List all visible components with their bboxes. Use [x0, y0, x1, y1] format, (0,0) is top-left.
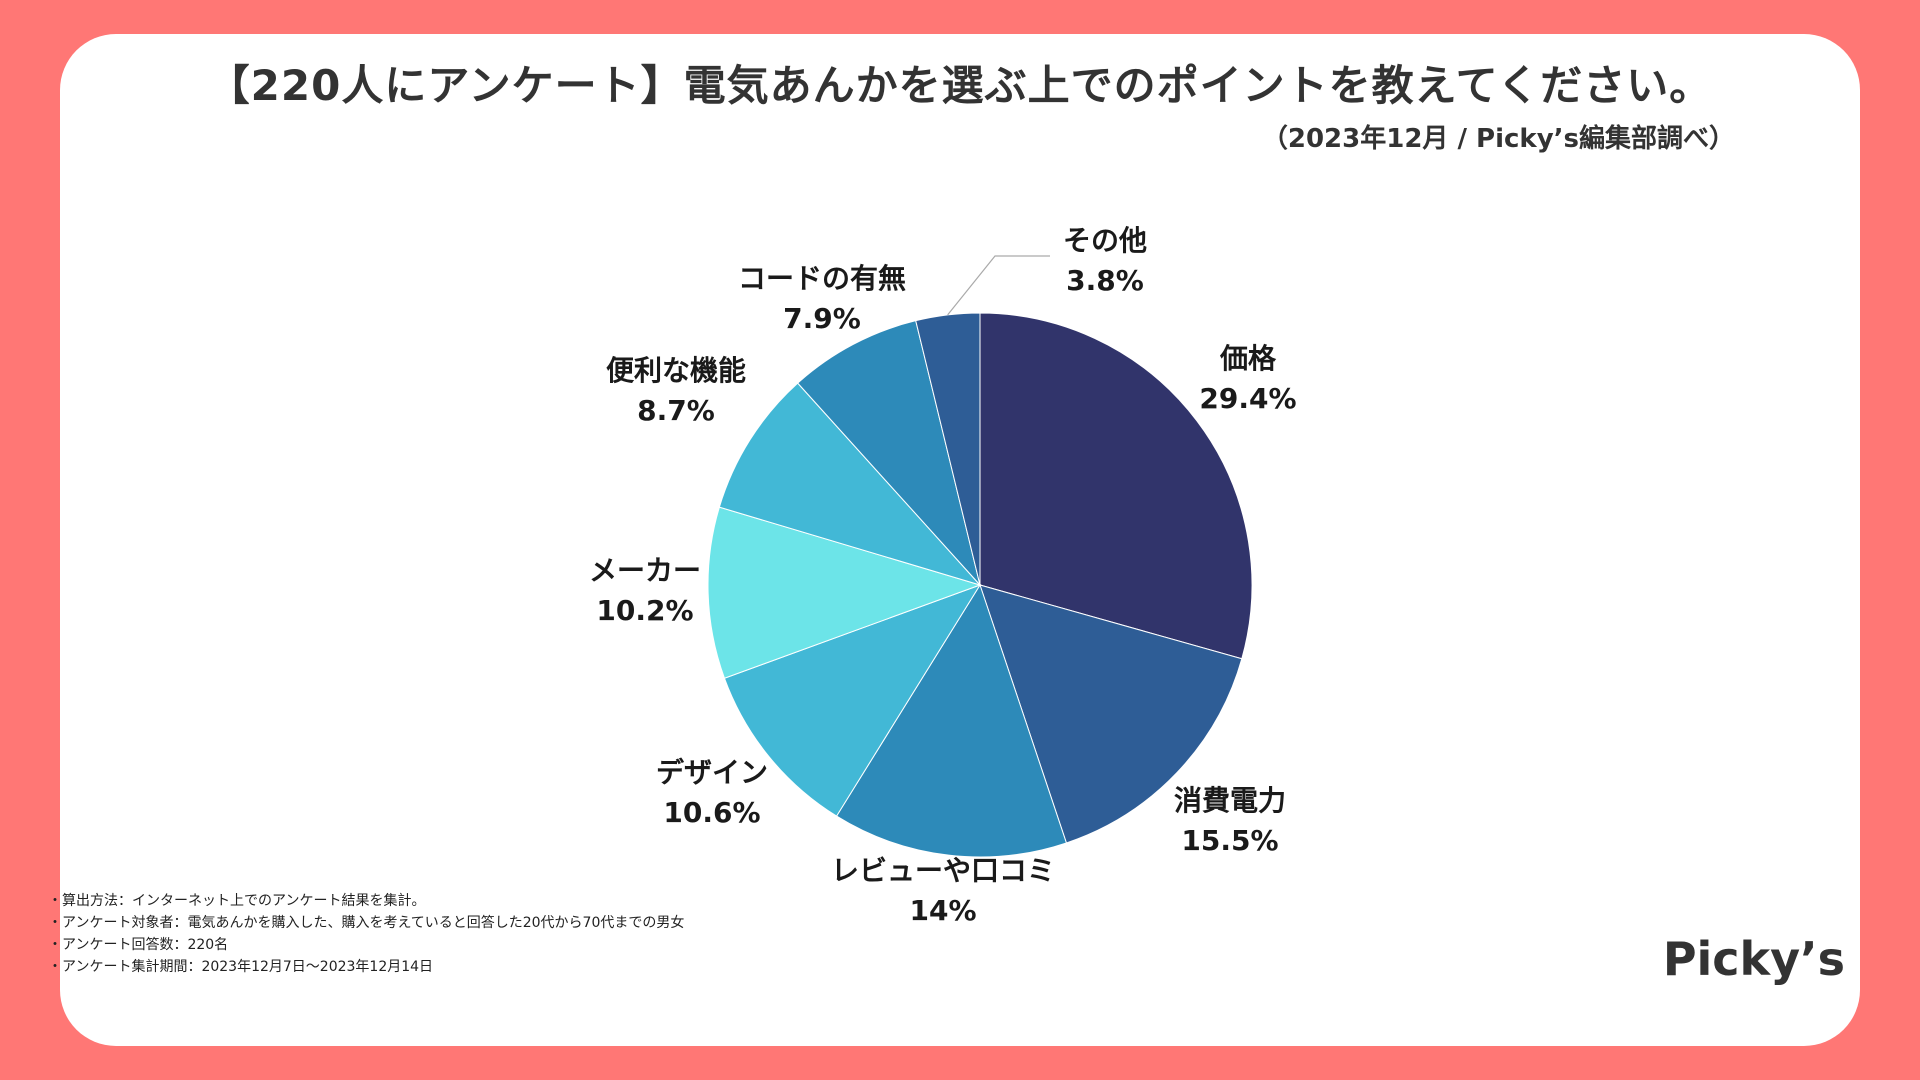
- pie-slice-3: [835, 583, 1068, 858]
- note-period: ・アンケート集計期間：2023年12月7日〜2023年12月14日: [48, 959, 434, 975]
- slice-value-6: 8.7%: [637, 394, 715, 427]
- pie-slice-2: [979, 584, 1243, 844]
- slice-value-2: 15.5%: [1181, 824, 1278, 857]
- slice-value-7: 7.9%: [783, 302, 861, 335]
- slice-label-8: その他: [1063, 224, 1147, 257]
- slice-value-3: 14%: [909, 894, 976, 927]
- pie-slice-5: [707, 506, 982, 679]
- pie-slice-6: [718, 382, 982, 586]
- note-count: ・アンケート回答数：220名: [48, 937, 229, 953]
- pie-slice-1: [979, 312, 1253, 660]
- survey-notes: ・算出方法：インターネット上でのアンケート結果を集計。 ・アンケート対象者：電気…: [48, 890, 684, 978]
- pie-slice-7: [797, 320, 981, 586]
- slice-value-4: 10.6%: [663, 796, 760, 829]
- survey-source: （2023年12月 / Picky’s編集部調べ）: [1261, 124, 1735, 154]
- slice-label-4: デザイン: [656, 756, 768, 789]
- leader-line-other: [947, 255, 1050, 316]
- pie-slice-4: [723, 584, 982, 817]
- slice-value-5: 10.2%: [596, 594, 693, 627]
- slice-label-1: 価格: [1219, 342, 1277, 375]
- note-target: ・アンケート対象者：電気あんかを購入した、購入を考えていると回答した20代から7…: [48, 915, 685, 931]
- slice-label-3: レビューや口コミ: [831, 854, 1055, 887]
- slice-value-1: 29.4%: [1199, 382, 1296, 415]
- pie-slice-8: [915, 312, 981, 586]
- slice-label-7: コードの有無: [738, 262, 906, 295]
- page-title: 【220人にアンケート】電気あんかを選ぶ上でのポイントを教えてください。: [207, 61, 1713, 110]
- slice-value-8: 3.8%: [1066, 264, 1144, 297]
- slice-label-2: 消費電力: [1174, 784, 1286, 817]
- slice-label-5: メーカー: [589, 554, 701, 587]
- note-method: ・算出方法：インターネット上でのアンケート結果を集計。: [48, 893, 426, 909]
- slice-label-6: 便利な機能: [606, 354, 746, 387]
- brand-logo: Picky’s: [1662, 932, 1845, 986]
